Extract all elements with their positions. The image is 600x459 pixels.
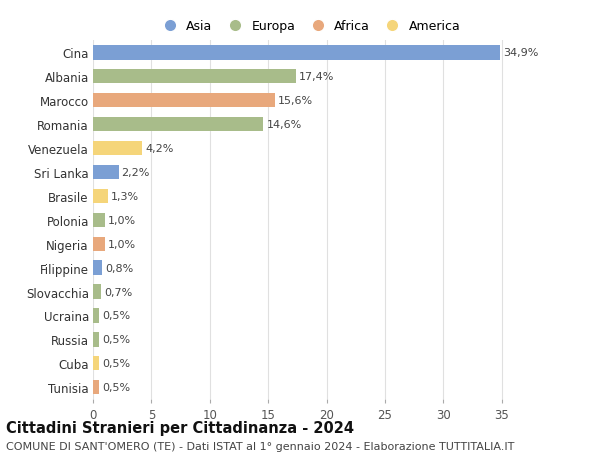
Bar [93, 165, 119, 180]
Bar [93, 332, 99, 347]
Text: 0,5%: 0,5% [102, 358, 130, 369]
Text: 0,8%: 0,8% [105, 263, 134, 273]
Bar [93, 285, 101, 299]
Text: 34,9%: 34,9% [503, 48, 539, 58]
Text: 0,5%: 0,5% [102, 311, 130, 321]
Text: 2,2%: 2,2% [122, 168, 150, 178]
Text: 0,5%: 0,5% [102, 335, 130, 345]
Bar [93, 308, 99, 323]
Text: 1,3%: 1,3% [111, 191, 139, 202]
Text: 17,4%: 17,4% [299, 72, 334, 82]
Text: 0,7%: 0,7% [104, 287, 133, 297]
Bar [93, 380, 99, 395]
Text: 4,2%: 4,2% [145, 144, 173, 154]
Bar [93, 118, 263, 132]
Bar [93, 141, 142, 156]
Text: 0,5%: 0,5% [102, 382, 130, 392]
Bar [93, 189, 108, 204]
Bar [93, 261, 103, 275]
Text: 15,6%: 15,6% [278, 96, 313, 106]
Text: 1,0%: 1,0% [107, 239, 136, 249]
Text: 14,6%: 14,6% [266, 120, 302, 130]
Bar [93, 213, 104, 228]
Bar [93, 237, 104, 252]
Bar [93, 356, 99, 371]
Legend: Asia, Europa, Africa, America: Asia, Europa, Africa, America [152, 15, 466, 38]
Text: Cittadini Stranieri per Cittadinanza - 2024: Cittadini Stranieri per Cittadinanza - 2… [6, 420, 354, 435]
Bar [93, 94, 275, 108]
Bar [93, 46, 500, 61]
Text: 1,0%: 1,0% [107, 215, 136, 225]
Bar [93, 70, 296, 84]
Text: COMUNE DI SANT'OMERO (TE) - Dati ISTAT al 1° gennaio 2024 - Elaborazione TUTTITA: COMUNE DI SANT'OMERO (TE) - Dati ISTAT a… [6, 441, 514, 451]
